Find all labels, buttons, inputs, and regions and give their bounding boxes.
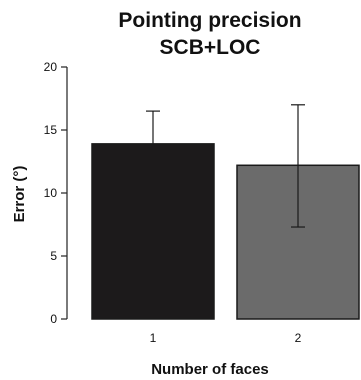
- y-tick-label: 5: [50, 249, 57, 263]
- y-tick-label: 20: [44, 60, 58, 74]
- x-axis-label: Number of faces: [151, 361, 269, 378]
- y-tick-label: 0: [50, 312, 57, 326]
- x-tick-label: 1: [150, 331, 157, 345]
- plot-area: 0 5 10 15 20 1 2: [44, 60, 360, 345]
- y-tick-label: 10: [44, 186, 58, 200]
- chart-title-line-1: Pointing precision: [118, 9, 301, 32]
- y-axis-label: Error (°): [11, 166, 28, 223]
- bar-1: [91, 143, 215, 320]
- y-tick-label: 15: [44, 123, 58, 137]
- x-tick-label: 2: [295, 331, 302, 345]
- chart-title-line-2: SCB+LOC: [160, 36, 261, 59]
